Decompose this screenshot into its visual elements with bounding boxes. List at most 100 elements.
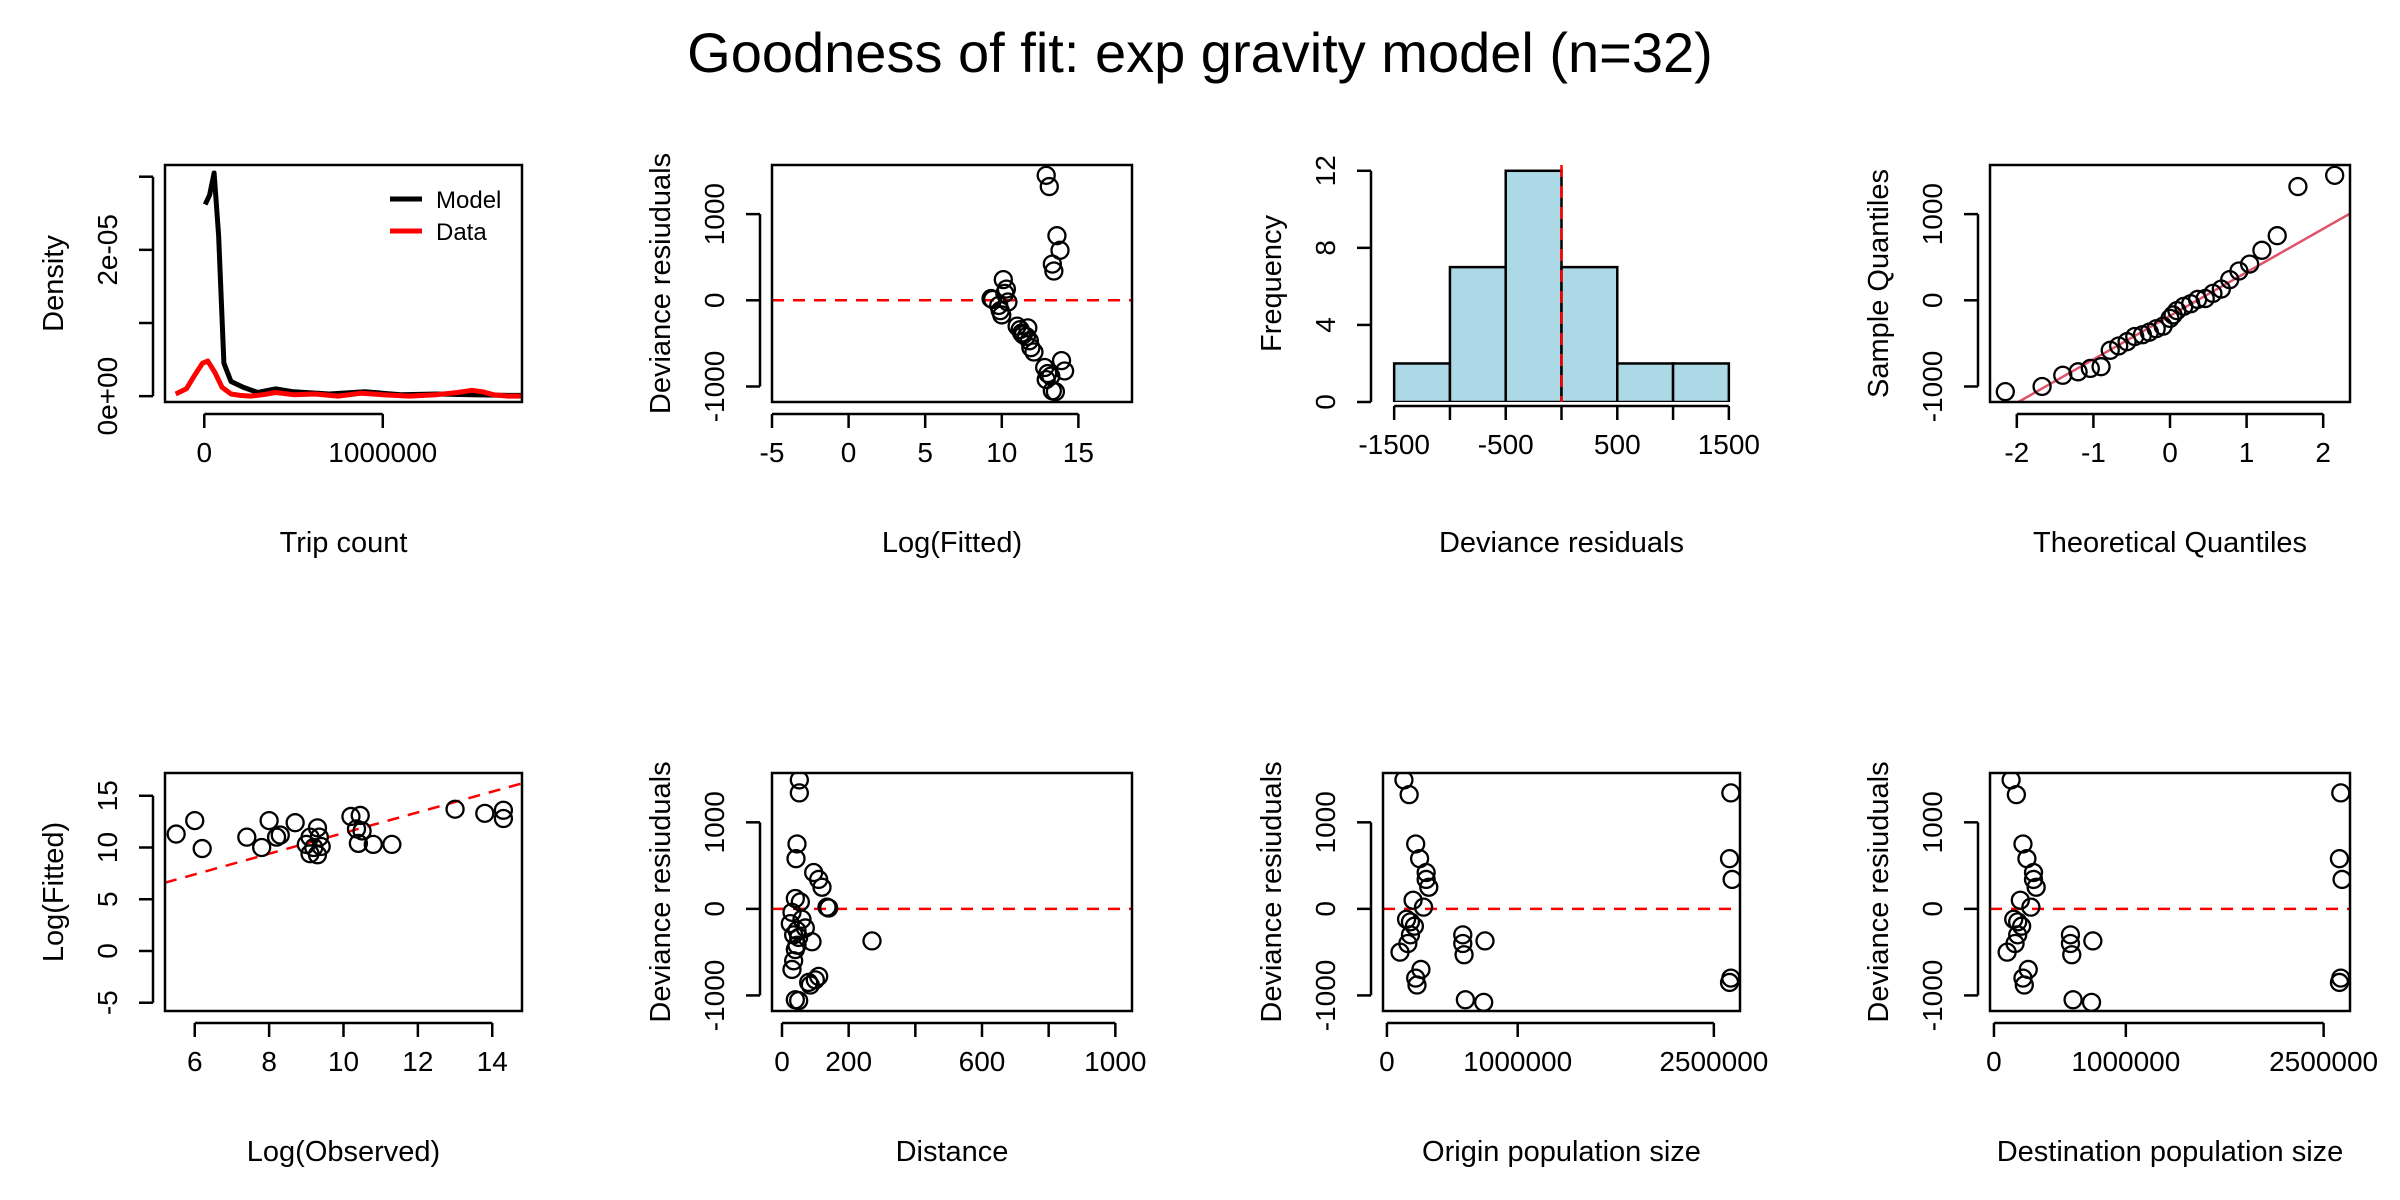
y-tick-label: 0 <box>699 293 730 309</box>
y-tick-label: -1000 <box>1917 960 1948 1032</box>
data-point <box>350 805 370 826</box>
x-tick-label: 1 <box>2239 437 2255 468</box>
data-point <box>2053 365 2073 385</box>
y-tick-label: 0 <box>1310 394 1341 410</box>
x-tick-label: 500 <box>1594 429 1641 460</box>
x-axis-label: Distance <box>896 1136 1009 1168</box>
data-point <box>2267 226 2287 246</box>
data-point <box>1404 916 1425 936</box>
data-point <box>1719 849 1740 869</box>
data-point <box>2060 925 2081 945</box>
data-point <box>2229 261 2249 281</box>
plot-frame <box>770 163 1134 404</box>
x-tick-label: 1500 <box>1698 429 1760 460</box>
data-point <box>805 970 825 990</box>
data-point <box>166 824 186 844</box>
data-point <box>2091 357 2111 377</box>
y-tick-label: 1000 <box>1917 183 1948 245</box>
plot-area <box>1392 165 1731 402</box>
y-axis-label: Frequency <box>1256 214 1288 352</box>
data-point <box>789 927 809 948</box>
data-point <box>1399 784 1419 805</box>
plot-frame <box>1988 163 2352 404</box>
data-point <box>1044 261 1064 281</box>
data-point <box>785 939 805 960</box>
data-point <box>185 810 205 831</box>
y-tick-label: -1000 <box>699 351 730 423</box>
x-tick-label: 14 <box>477 1046 508 1077</box>
panel-resid-histogram: -1500 -500 500 1500 0 4 8 12 Deviance residuals F… <box>1256 155 1760 559</box>
data-point <box>1406 834 1426 854</box>
data-point <box>2011 916 2032 936</box>
x-axis-label: Origin population size <box>1422 1136 1701 1168</box>
data-point <box>1455 990 1476 1010</box>
panel-resid-vs-dest-pop: 0 1000000 2500000 -1000 0 1000 Destination pop… <box>1863 761 2378 1168</box>
y-tick-label: 15 <box>92 780 123 811</box>
data-point <box>2026 877 2046 897</box>
data-point <box>348 833 369 854</box>
data-point <box>2005 933 2025 954</box>
data-point <box>1403 890 1423 910</box>
data-point <box>252 837 272 858</box>
data-point <box>996 279 1017 299</box>
data-point <box>2032 376 2052 397</box>
histogram-bar <box>1560 265 1619 402</box>
data-point <box>300 827 320 847</box>
data-point <box>2068 362 2088 382</box>
data-point <box>2023 862 2044 883</box>
x-tick-label: 2 <box>2315 437 2331 468</box>
panel-logfitted-vs-logobserved: 6 8 10 12 14 -5 0 5 10 15 Log(Observed) Log(Fitted) <box>38 771 524 1168</box>
plot-frame <box>163 163 524 404</box>
data-point <box>1047 226 1067 246</box>
data-point <box>800 975 820 995</box>
histogram-bar <box>1671 362 1731 402</box>
data-point <box>341 806 361 827</box>
data-point <box>789 783 809 803</box>
data-point <box>1719 972 1740 993</box>
legend-label-model: Model <box>436 187 501 214</box>
histogram-bar <box>1448 265 1507 402</box>
y-tick-label: 0e+00 <box>92 357 123 436</box>
panel-resid-vs-logfitted: -5 0 5 10 15 -1000 0 1000 Log(Fitted) Deviance re… <box>645 153 1134 559</box>
data-point <box>192 838 212 859</box>
series-line-data <box>174 358 522 399</box>
legend: Model Data <box>390 187 501 246</box>
histogram-bar <box>1392 362 1452 402</box>
x-tick-label: 600 <box>959 1046 1006 1077</box>
y-tick-label: 1000 <box>699 183 730 245</box>
data-point <box>1454 945 1474 965</box>
y-axis-label: Density <box>38 235 70 332</box>
plot-area <box>174 170 522 399</box>
y-axis-label: Deviance resiuduals <box>645 761 677 1022</box>
data-point <box>1453 933 1473 954</box>
data-point <box>2008 925 2028 945</box>
x-tick-label: -1500 <box>1358 429 1430 460</box>
data-point <box>1042 254 1062 274</box>
y-tick-label: 2e-05 <box>92 214 123 286</box>
x-tick-label: 12 <box>402 1046 433 1077</box>
data-point <box>1475 931 1495 951</box>
x-tick-label: 0 <box>196 437 212 468</box>
data-point <box>1474 992 1494 1011</box>
data-point <box>309 827 329 847</box>
plot-area <box>165 782 522 884</box>
data-point <box>1416 869 1436 890</box>
data-point <box>311 836 331 857</box>
y-tick-label: -1000 <box>1310 960 1341 1032</box>
data-point <box>2332 869 2350 890</box>
x-tick-label: 0 <box>1986 1046 2002 1077</box>
y-tick-label: 0 <box>1917 293 1948 309</box>
data-point <box>1995 382 2015 402</box>
x-tick-label: 15 <box>1063 437 1094 468</box>
x-tick-label: 0 <box>2162 437 2178 468</box>
data-point <box>1416 862 1436 883</box>
data-point <box>2080 358 2100 379</box>
data-point <box>445 799 465 819</box>
data-point <box>1413 897 1434 917</box>
y-tick-label: 5 <box>92 891 123 907</box>
data-point <box>352 821 372 841</box>
x-tick-label: -2 <box>2004 437 2029 468</box>
histogram-bar <box>1504 169 1563 402</box>
data-point <box>493 808 514 829</box>
data-point <box>1400 925 1421 945</box>
